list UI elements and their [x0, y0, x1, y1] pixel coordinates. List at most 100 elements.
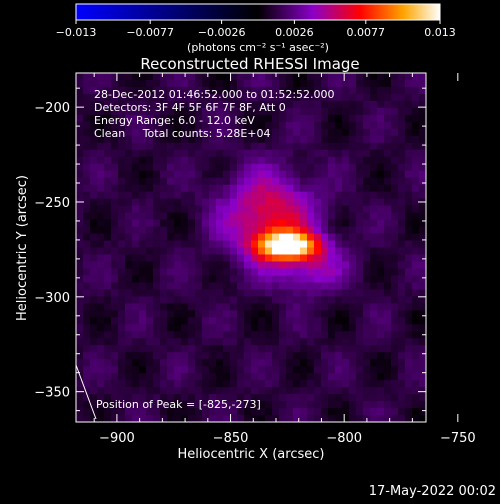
heatmap-cell: [314, 268, 322, 276]
heatmap-cell: [160, 212, 168, 220]
heatmap-cell: [83, 226, 91, 234]
heatmap-cell: [83, 415, 91, 423]
heatmap-cell: [370, 170, 378, 179]
heatmap-cell: [244, 114, 252, 123]
heatmap-cell: [370, 415, 378, 423]
heatmap-cell: [307, 408, 315, 416]
heatmap-cell: [223, 114, 231, 123]
heatmap-cell: [398, 240, 406, 248]
heatmap-cell: [398, 156, 406, 165]
heatmap-cell: [97, 408, 105, 416]
heatmap-cell: [412, 408, 420, 416]
heatmap-cell: [328, 324, 336, 332]
heatmap-cell: [405, 156, 413, 165]
heatmap-cell: [139, 149, 147, 158]
heatmap-cell: [398, 303, 406, 311]
heatmap-cell: [90, 345, 98, 353]
heatmap-cell: [111, 401, 119, 409]
heatmap-cell: [251, 93, 259, 102]
heatmap-cell: [230, 401, 238, 409]
heatmap-cell: [398, 415, 406, 423]
heatmap-cell: [146, 373, 154, 381]
heatmap-cell: [97, 79, 105, 88]
heatmap-cell: [251, 289, 259, 297]
heatmap-cell: [314, 170, 322, 179]
heatmap-cell: [349, 149, 357, 158]
heatmap-cell: [90, 198, 98, 207]
heatmap-cell: [279, 408, 287, 416]
heatmap-cell: [321, 100, 329, 109]
heatmap-cell: [195, 114, 203, 123]
heatmap-cell: [349, 219, 357, 227]
heatmap-cell: [83, 170, 91, 179]
heatmap-cell: [153, 121, 161, 130]
heatmap-cell: [188, 387, 196, 395]
heatmap-cell: [195, 191, 203, 200]
heatmap-cell: [146, 149, 154, 158]
heatmap-cell: [83, 100, 91, 109]
heatmap-cell: [202, 268, 210, 276]
heatmap-cell: [384, 121, 392, 130]
heatmap-cell: [335, 359, 343, 367]
heatmap-cell: [104, 408, 112, 416]
heatmap-cell: [216, 114, 224, 123]
heatmap-cell: [377, 163, 385, 172]
heatmap-cell: [300, 303, 308, 311]
heatmap-cell: [265, 149, 273, 158]
heatmap-cell: [76, 289, 84, 297]
heatmap-cell: [314, 149, 322, 158]
heatmap-cell: [132, 177, 140, 186]
heatmap-cell: [104, 324, 112, 332]
heatmap-cell: [174, 415, 182, 423]
heatmap-cell: [391, 233, 399, 241]
heatmap-cell: [307, 310, 315, 318]
heatmap-cell: [328, 219, 336, 227]
heatmap-cell: [223, 275, 231, 283]
heatmap-cell: [167, 303, 175, 311]
heatmap-cell: [391, 79, 399, 88]
heatmap-cell: [160, 380, 168, 388]
heatmap-cell: [251, 177, 259, 186]
heatmap-cell: [76, 86, 84, 95]
heatmap-cell: [258, 198, 266, 207]
heatmap-cell: [230, 380, 238, 388]
heatmap-cell: [349, 93, 357, 102]
heatmap-cell: [377, 135, 385, 144]
heatmap-cell: [76, 240, 84, 248]
heatmap-cell: [160, 121, 168, 130]
heatmap-cell: [111, 212, 119, 220]
heatmap-cell: [258, 317, 266, 325]
heatmap-cell: [202, 352, 210, 360]
colorbar-ticks: −0.013 −0.0077 −0.0026 0.0026 0.0077 0.013: [56, 20, 456, 39]
heatmap-cell: [216, 128, 224, 137]
heatmap-cell: [293, 114, 301, 123]
heatmap-cell: [419, 359, 427, 367]
heatmap-cell: [160, 149, 168, 158]
heatmap-cell: [293, 198, 301, 207]
heatmap-cell: [300, 198, 308, 207]
heatmap-cell: [377, 79, 385, 88]
heatmap-cell: [188, 73, 196, 81]
heatmap-cell: [209, 275, 217, 283]
heatmap-cell: [132, 156, 140, 165]
heatmap-cell: [251, 163, 259, 172]
heatmap-cell: [153, 93, 161, 102]
heatmap-cell: [314, 366, 322, 374]
heatmap-cell: [391, 317, 399, 325]
heatmap-cell: [321, 338, 329, 346]
heatmap-cell: [90, 310, 98, 318]
heatmap-cell: [321, 401, 329, 409]
heatmap-cell: [132, 86, 140, 95]
heatmap-cell: [188, 254, 196, 262]
heatmap-cell: [244, 177, 252, 186]
heatmap-cell: [146, 114, 154, 123]
heatmap-cell: [398, 359, 406, 367]
heatmap-cell: [349, 240, 357, 248]
heatmap-cell: [300, 93, 308, 102]
heatmap-cell: [160, 317, 168, 325]
heatmap-cell: [321, 240, 329, 248]
footer-date: 17-May-2022 00:02: [369, 484, 496, 499]
heatmap-cell: [174, 366, 182, 374]
heatmap-cell: [419, 387, 427, 395]
heatmap-cell: [83, 296, 91, 304]
